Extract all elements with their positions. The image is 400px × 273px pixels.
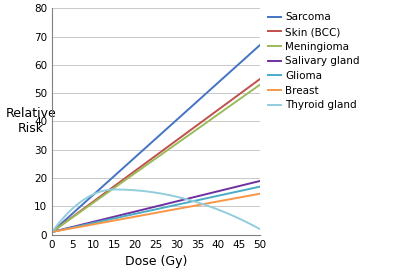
Salivary gland — [258, 179, 262, 183]
Line: Breast: Breast — [52, 194, 260, 232]
Sarcoma — [162, 129, 167, 132]
Sarcoma — [148, 141, 153, 145]
Thyroid gland — [253, 225, 258, 228]
Meningioma — [220, 109, 225, 113]
Meningioma — [50, 230, 54, 234]
Skin (BCC) — [220, 105, 225, 108]
Glioma — [50, 230, 54, 234]
Skin (BCC) — [148, 158, 153, 161]
Meningioma — [258, 83, 262, 86]
Thyroid gland — [258, 227, 262, 231]
Salivary gland — [148, 206, 153, 209]
Glioma — [173, 203, 178, 207]
Thyroid gland — [162, 193, 167, 196]
Sarcoma — [220, 77, 225, 80]
Skin (BCC) — [173, 139, 178, 143]
Thyroid gland — [149, 190, 154, 194]
Glioma — [258, 185, 262, 188]
Thyroid gland — [112, 188, 117, 191]
Line: Skin (BCC): Skin (BCC) — [52, 79, 260, 232]
Skin (BCC) — [252, 81, 257, 84]
Breast — [148, 212, 153, 215]
Line: Meningioma: Meningioma — [52, 85, 260, 232]
Line: Salivary gland: Salivary gland — [52, 181, 260, 232]
Thyroid gland — [50, 230, 54, 234]
Breast — [50, 230, 54, 234]
Meningioma — [252, 87, 257, 90]
Line: Sarcoma: Sarcoma — [52, 45, 260, 232]
Thyroid gland — [150, 191, 155, 194]
Breast — [252, 193, 257, 196]
Meningioma — [150, 159, 154, 163]
Meningioma — [173, 143, 178, 146]
Skin (BCC) — [150, 157, 154, 160]
Sarcoma — [252, 48, 257, 51]
Salivary gland — [162, 203, 167, 206]
X-axis label: Dose (Gy): Dose (Gy) — [125, 255, 187, 268]
Breast — [258, 192, 262, 195]
Breast — [162, 210, 167, 213]
Thyroid gland — [220, 210, 225, 213]
Sarcoma — [150, 140, 154, 144]
Salivary gland — [173, 200, 178, 203]
Legend: Sarcoma, Skin (BCC), Meningioma, Salivary gland, Glioma, Breast, Thyroid gland: Sarcoma, Skin (BCC), Meningioma, Salivar… — [264, 8, 364, 115]
Y-axis label: Relative
Risk: Relative Risk — [6, 108, 57, 135]
Line: Thyroid gland: Thyroid gland — [52, 189, 260, 232]
Meningioma — [148, 160, 153, 164]
Breast — [173, 207, 178, 211]
Skin (BCC) — [258, 77, 262, 81]
Meningioma — [162, 151, 167, 154]
Salivary gland — [220, 189, 225, 192]
Breast — [150, 212, 154, 215]
Glioma — [150, 209, 154, 212]
Skin (BCC) — [50, 230, 54, 234]
Sarcoma — [173, 119, 178, 122]
Thyroid gland — [174, 195, 179, 198]
Sarcoma — [50, 230, 54, 234]
Salivary gland — [252, 180, 257, 184]
Glioma — [220, 193, 225, 197]
Salivary gland — [50, 230, 54, 234]
Glioma — [162, 206, 167, 209]
Breast — [220, 199, 225, 202]
Glioma — [252, 186, 257, 189]
Skin (BCC) — [162, 147, 167, 151]
Glioma — [148, 209, 153, 212]
Salivary gland — [150, 206, 154, 209]
Line: Glioma: Glioma — [52, 187, 260, 232]
Sarcoma — [258, 43, 262, 47]
